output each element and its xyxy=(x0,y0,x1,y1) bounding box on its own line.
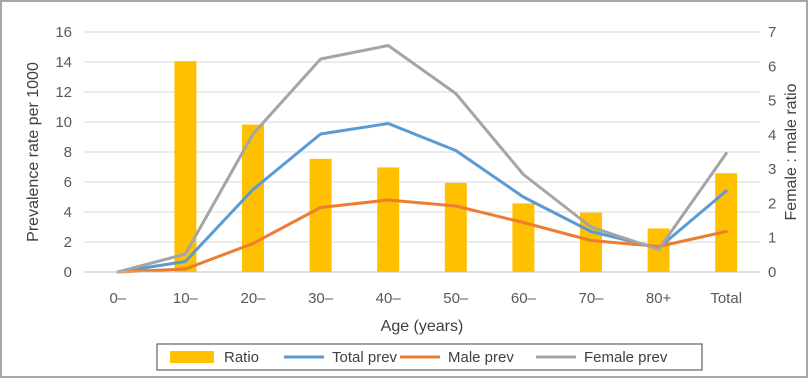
x-tick-label: 60– xyxy=(511,290,537,307)
legend-swatch-ratio xyxy=(170,351,214,363)
y-right-tick-label: 5 xyxy=(768,93,776,110)
y-left-tick-label: 2 xyxy=(64,234,72,251)
prevalence-lines xyxy=(116,44,728,274)
y-left-tick-label: 14 xyxy=(55,54,72,71)
ratio-bar xyxy=(242,124,264,272)
legend-label-male-prev: Male prev xyxy=(448,349,514,366)
x-tick-label: 80+ xyxy=(646,290,672,307)
male-prev-line xyxy=(116,198,728,274)
y-right-tick-label: 2 xyxy=(768,195,776,212)
y-left-tick-label: 0 xyxy=(64,264,72,281)
x-tick-label: 20– xyxy=(240,290,266,307)
y-right-tick-label: 1 xyxy=(768,230,776,247)
y-left-tick-label: 12 xyxy=(55,84,72,101)
female-prev-line xyxy=(116,44,728,274)
ratio-bar xyxy=(512,203,535,272)
y-left-tick-label: 16 xyxy=(55,24,72,41)
y-right-tick-label: 6 xyxy=(768,58,776,75)
x-tick-label: 50– xyxy=(443,290,469,307)
y-left-tick-label: 6 xyxy=(64,174,72,191)
y-right-tick-label: 0 xyxy=(768,264,776,281)
x-tick-label: 30– xyxy=(308,290,334,307)
y-left-tick-label: 8 xyxy=(64,144,72,161)
x-tick-label: Total xyxy=(710,290,742,307)
ratio-bar xyxy=(444,182,467,272)
legend-label-ratio: Ratio xyxy=(224,349,259,366)
legend: Ratio Total prev Male prev Female prev xyxy=(156,343,703,371)
y-right-tick-label: 3 xyxy=(768,161,776,178)
legend-label-total-prev: Total prev xyxy=(332,349,398,366)
ratio-bar xyxy=(309,158,332,272)
y-left-tick-label: 4 xyxy=(64,204,72,221)
y-right-tick-label: 7 xyxy=(768,24,776,41)
ratio-bar xyxy=(715,173,738,272)
total-prev-line xyxy=(116,122,728,274)
legend-label-female-prev: Female prev xyxy=(584,349,668,366)
y-right-tick-label: 4 xyxy=(768,127,776,144)
ratio-bar xyxy=(174,61,197,273)
ratio-bar xyxy=(377,167,400,272)
y-left-tick-label: 10 xyxy=(55,114,72,131)
ratio-bars xyxy=(174,61,738,273)
y-axis-left-title: Prevalence rate per 1000 xyxy=(25,62,42,242)
x-tick-label: 10– xyxy=(173,290,199,307)
gridlines xyxy=(84,31,760,273)
x-tick-label: 70– xyxy=(578,290,604,307)
x-axis-title: Age (years) xyxy=(381,318,464,335)
x-tick-label: 0– xyxy=(109,290,126,307)
y-axis-right-title: Female : male ratio xyxy=(783,83,800,220)
x-tick-label: 40– xyxy=(376,290,402,307)
